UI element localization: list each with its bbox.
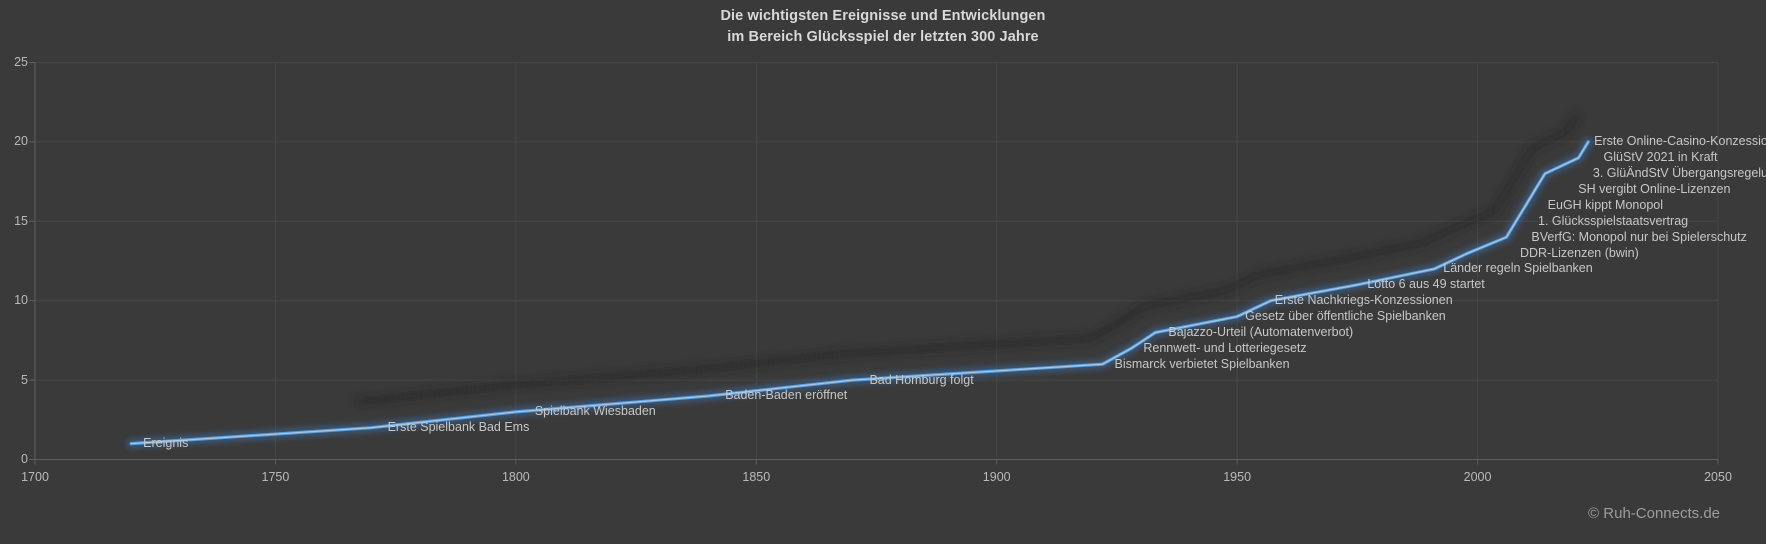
- y-tick-label: 10: [14, 293, 28, 308]
- x-tick-label: 2050: [1704, 469, 1732, 484]
- event-label: Gesetz über öffentliche Spielbanken: [1245, 309, 1446, 324]
- event-label: SH vergibt Online-Lizenzen: [1578, 182, 1731, 197]
- series-line-highlight: [130, 141, 1589, 445]
- event-label: EuGH kippt Monopol: [1547, 197, 1663, 212]
- x-tick-label: 1800: [501, 469, 530, 484]
- event-label: 1. Glücksspielstaatsvertrag: [1538, 213, 1689, 228]
- event-label: Spielbank Wiesbaden: [534, 404, 656, 419]
- x-tick-label: 2000: [1463, 469, 1492, 484]
- event-label: BVerfG: Monopol nur bei Spielerschutz: [1531, 229, 1747, 244]
- x-tick-label: 1700: [21, 469, 49, 484]
- y-tick-label: 0: [21, 452, 28, 466]
- event-label: Baden-Baden eröffnet: [725, 388, 848, 403]
- chart-title-line2: im Bereich Glücksspiel der letzten 300 J…: [727, 29, 1039, 45]
- event-label: Bismarck verbietet Spielbanken: [1114, 356, 1290, 371]
- event-label: Lotto 6 aus 49 startet: [1367, 277, 1485, 292]
- series-line-shadow: [356, 112, 1580, 405]
- y-tick-label: 5: [21, 372, 28, 387]
- x-tick-label: 1900: [982, 469, 1011, 484]
- y-tick-label: 20: [14, 134, 28, 149]
- event-label: GlüStV 2021 in Kraft: [1603, 150, 1718, 165]
- copyright-text: © Ruh-Connects.de: [1588, 505, 1720, 522]
- event-label: Bad Homburg folgt: [869, 372, 974, 387]
- event-label: Erste Nachkriegs-Konzessionen: [1274, 293, 1453, 308]
- series-name-label: Ereignis: [143, 436, 189, 451]
- x-tick-label: 1950: [1223, 469, 1252, 484]
- event-label: Länder regeln Spielbanken: [1443, 261, 1593, 276]
- event-label: Rennwett- und Lotteriegesetz: [1143, 340, 1307, 355]
- y-tick-label: 25: [14, 55, 28, 69]
- event-label: Erste Spielbank Bad Ems: [387, 420, 530, 435]
- event-label: Bajazzo-Urteil (Automatenverbot): [1168, 324, 1354, 339]
- event-label: 3. GlüÄndStV Übergangsregelung: [1592, 166, 1766, 181]
- y-tick-label: 15: [14, 213, 28, 228]
- x-tick-label: 1750: [261, 469, 290, 484]
- chart-title-line1: Die wichtigsten Ereignisse und Entwicklu…: [720, 8, 1046, 24]
- event-label: DDR-Lizenzen (bwin): [1519, 245, 1639, 260]
- chart-title: Die wichtigsten Ereignisse und Entwicklu…: [0, 6, 1766, 48]
- x-tick-label: 1850: [742, 469, 771, 484]
- event-label: Erste Online-Casino-Konzessionen: [1594, 134, 1766, 149]
